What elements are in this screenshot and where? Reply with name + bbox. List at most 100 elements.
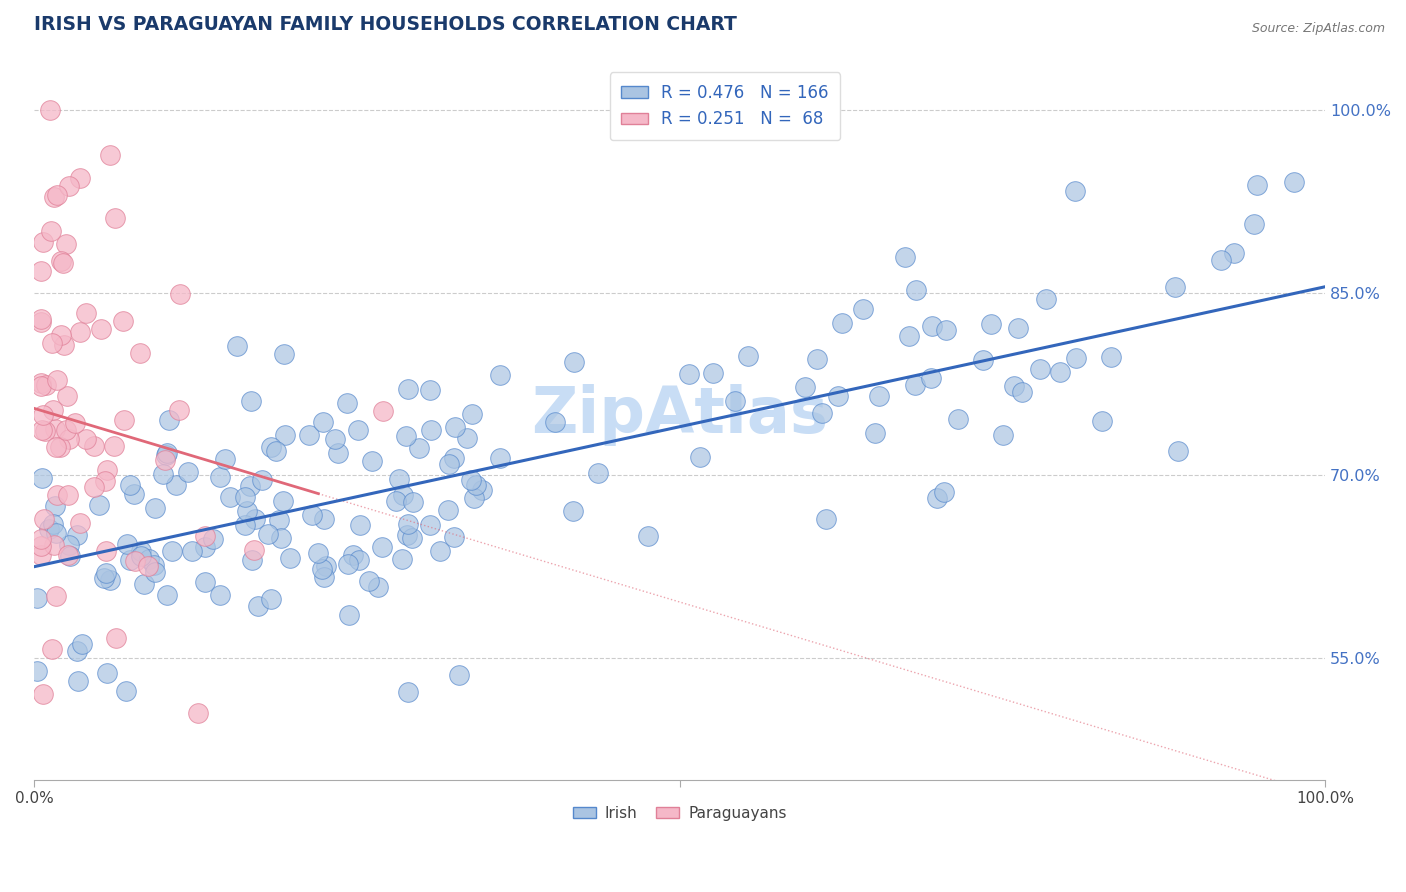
Point	[564, 354, 586, 368]
Point	[401, 532, 423, 546]
Point	[252, 473, 274, 487]
Point	[75, 433, 97, 447]
Point	[246, 599, 269, 614]
Point	[34, 378, 56, 392]
Point	[45, 589, 67, 603]
Point	[30, 376, 52, 390]
Legend: Irish, Paraguayans: Irish, Paraguayans	[567, 799, 793, 827]
Point	[194, 540, 217, 554]
Point	[42, 190, 65, 204]
Point	[946, 412, 969, 426]
Point	[544, 415, 567, 429]
Point	[219, 490, 242, 504]
Point	[1064, 351, 1087, 365]
Point	[806, 352, 828, 367]
Point	[31, 687, 53, 701]
Point	[44, 499, 66, 513]
Text: IRISH VS PARAGUAYAN FAMILY HOUSEHOLDS CORRELATION CHART: IRISH VS PARAGUAYAN FAMILY HOUSEHOLDS CO…	[34, 15, 737, 34]
Point	[273, 347, 295, 361]
Point	[315, 558, 337, 573]
Point	[402, 495, 425, 509]
Point	[39, 103, 62, 118]
Point	[444, 420, 467, 434]
Point	[103, 439, 125, 453]
Point	[94, 566, 117, 581]
Point	[124, 487, 146, 501]
Point	[456, 431, 478, 445]
Point	[271, 494, 294, 508]
Point	[96, 463, 118, 477]
Point	[935, 323, 957, 337]
Point	[83, 440, 105, 454]
Point	[447, 667, 470, 681]
Point	[94, 474, 117, 488]
Point	[260, 591, 283, 606]
Point	[562, 504, 585, 518]
Point	[1064, 185, 1087, 199]
Point	[169, 286, 191, 301]
Point	[66, 643, 89, 657]
Point	[388, 472, 411, 486]
Point	[702, 367, 724, 381]
Point	[371, 541, 394, 555]
Point	[1049, 365, 1071, 379]
Point	[30, 548, 52, 562]
Point	[737, 349, 759, 363]
Point	[177, 465, 200, 479]
Point	[69, 171, 91, 186]
Point	[429, 544, 451, 558]
Point	[124, 554, 146, 568]
Point	[852, 301, 875, 316]
Point	[90, 321, 112, 335]
Point	[38, 522, 60, 536]
Point	[419, 383, 441, 397]
Point	[1246, 178, 1268, 192]
Point	[30, 533, 52, 547]
Point	[69, 325, 91, 339]
Point	[32, 235, 55, 249]
Point	[347, 424, 370, 438]
Point	[1028, 362, 1050, 376]
Point	[1035, 292, 1057, 306]
Point	[32, 409, 55, 423]
Point	[42, 516, 65, 531]
Point	[868, 389, 890, 403]
Point	[311, 562, 333, 576]
Text: ZipAtlas: ZipAtlas	[531, 384, 828, 445]
Point	[256, 526, 278, 541]
Point	[312, 415, 335, 429]
Point	[66, 528, 89, 542]
Point	[156, 446, 179, 460]
Point	[136, 559, 159, 574]
Point	[142, 558, 165, 573]
Point	[93, 571, 115, 585]
Point	[724, 394, 747, 409]
Point	[443, 531, 465, 545]
Point	[49, 327, 72, 342]
Point	[395, 429, 418, 443]
Point	[586, 466, 609, 480]
Point	[129, 544, 152, 558]
Point	[134, 576, 156, 591]
Point	[827, 388, 849, 402]
Point	[45, 525, 67, 540]
Point	[323, 432, 346, 446]
Point	[972, 353, 994, 368]
Point	[226, 339, 249, 353]
Point	[1011, 384, 1033, 399]
Point	[202, 532, 225, 546]
Point	[75, 305, 97, 319]
Point	[811, 406, 834, 420]
Point	[27, 591, 49, 606]
Point	[396, 528, 419, 542]
Point	[336, 395, 359, 409]
Point	[53, 338, 76, 352]
Point	[980, 318, 1002, 332]
Point	[396, 382, 419, 396]
Point	[112, 314, 135, 328]
Point	[58, 432, 80, 446]
Point	[367, 580, 389, 594]
Point	[156, 588, 179, 602]
Point	[342, 549, 364, 563]
Point	[1099, 350, 1122, 364]
